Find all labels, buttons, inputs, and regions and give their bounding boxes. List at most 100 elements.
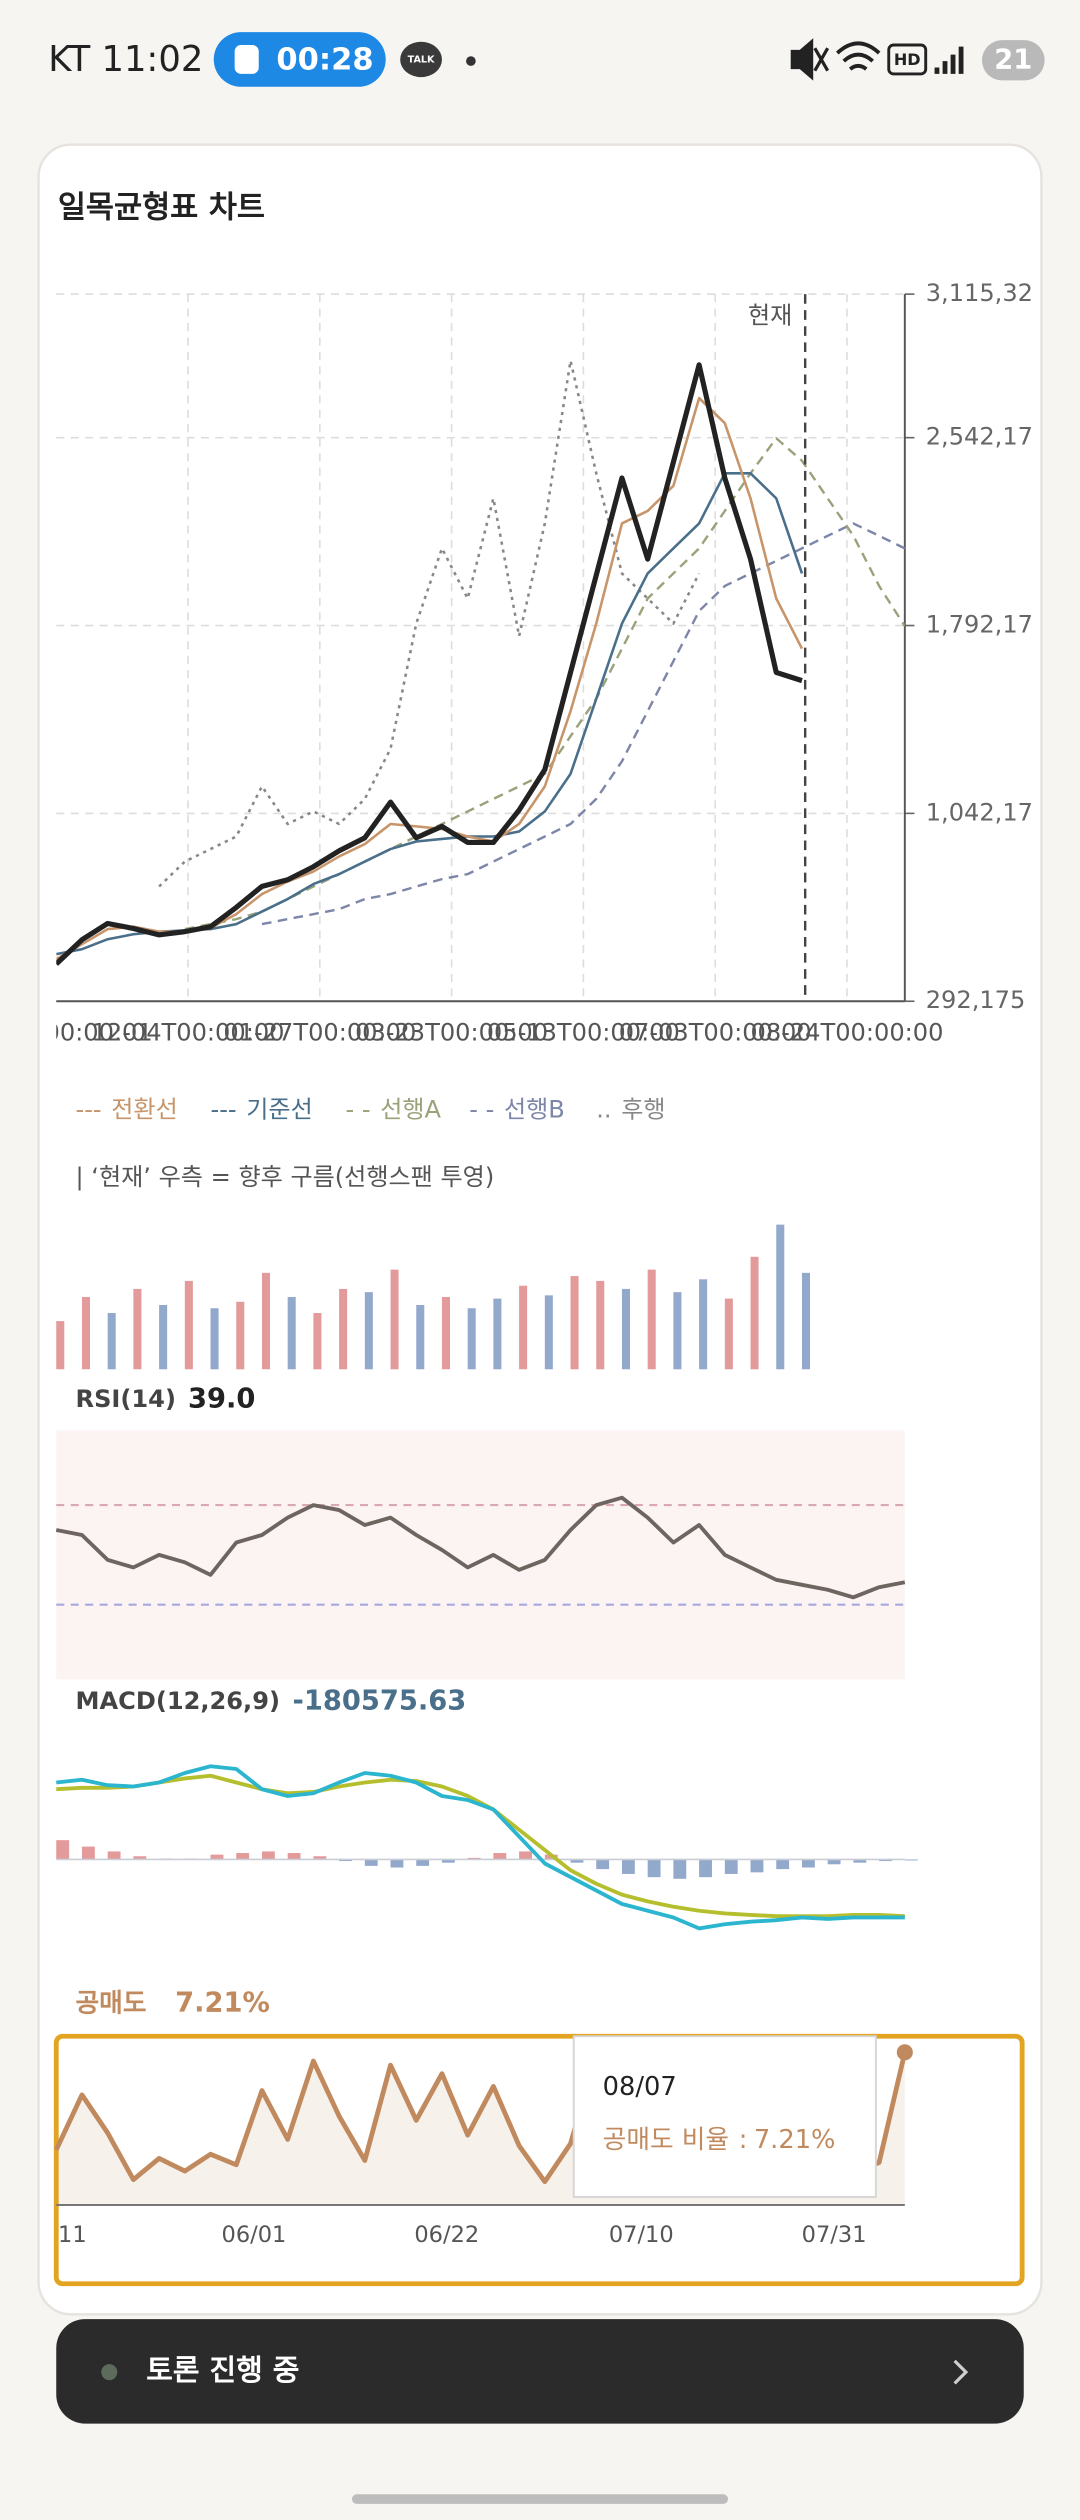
selection-frame [53, 2033, 1025, 2287]
chart-card [37, 143, 1043, 2316]
legend-marker: .. [596, 1096, 611, 1124]
histogram-bar [879, 1859, 892, 1862]
histogram-bar [750, 1859, 764, 1873]
histogram-bar [699, 1859, 712, 1878]
signal-icon [934, 46, 964, 74]
volume-bar [647, 1269, 656, 1370]
x-tick-label: 05-13T00:00:00 [487, 1018, 680, 1046]
histogram-bar [853, 1859, 867, 1863]
hd-text: HD [894, 50, 921, 69]
series-lines [56, 359, 905, 966]
volume-bar [364, 1292, 373, 1370]
talk-icon [400, 41, 442, 78]
tooltip-box [572, 2035, 877, 2198]
y-tick-label: 2,542,17 [926, 423, 1033, 451]
histogram-bar [827, 1859, 841, 1865]
x-tick-label: 07/31 [802, 2222, 867, 2248]
indicator-label: RSI(14) [76, 1385, 176, 1413]
ichimoku-chart: 292,175 1,042,17 1,792,17 2,542,17 3,115,32 1… [0, 279, 1033, 1191]
histogram-bar [441, 1859, 455, 1863]
tooltip-label: 공매도 비율 [603, 2125, 729, 2155]
discussion-label: 토론 진행 중 [146, 2353, 299, 2387]
x-tick-label: 01-27T00:00:00 [223, 1018, 416, 1046]
x-tick-label: 06/22 [414, 2222, 479, 2248]
indicator-label: 공매도 [76, 1989, 147, 2019]
series-line [56, 362, 803, 966]
macd-chart: MACD(12,26,9) -180575.63 [56, 1685, 918, 1931]
y-tick-label: 292,175 [926, 986, 1026, 1014]
histogram-bar [724, 1859, 738, 1874]
highlight-point [896, 2044, 913, 2061]
legend-marker: --- [76, 1096, 102, 1124]
histogram-bar [904, 1859, 918, 1861]
volume-chart [56, 1224, 810, 1370]
volume-bar [107, 1313, 116, 1370]
status-time: KT 11:02 [48, 39, 203, 80]
mute-icon [790, 38, 830, 81]
short-sale-chart: 공매도 7.21% 11 06/01 06/22 07/10 07/31 08/07 공매도 비… [53, 1988, 1025, 2287]
volume-bar [133, 1288, 142, 1370]
volume-bar [210, 1308, 219, 1370]
discussion-bar[interactable] [56, 2319, 1024, 2424]
series-line [158, 359, 701, 888]
histogram-bar [339, 1859, 352, 1862]
volume-bar [56, 1321, 65, 1370]
notification-dot [466, 56, 476, 66]
histogram-bar [236, 1853, 250, 1860]
tooltip-separator: : [739, 2125, 748, 2155]
volume-bar [184, 1280, 193, 1370]
histogram-bar [647, 1859, 661, 1878]
x-tick-label: 08-24T00:00:00 [750, 1018, 943, 1046]
current-label: 현재 [748, 302, 792, 330]
histogram-bar [493, 1853, 507, 1860]
volume-bar [621, 1288, 630, 1370]
volume-bar [467, 1308, 476, 1370]
legend-label: 선행B [504, 1096, 565, 1124]
chevron-icon [953, 2359, 969, 2385]
histogram-bar [621, 1859, 635, 1874]
x-tick-label: 10-11T00:00:01 [0, 1018, 153, 1046]
x-tick-label: 11 [58, 2222, 87, 2248]
battery-level: 21 [994, 45, 1032, 76]
volume-bar [441, 1296, 450, 1370]
volume-bar [159, 1305, 168, 1370]
talk-text: TALK [408, 54, 435, 65]
volume-bar [724, 1298, 733, 1370]
indicator-value: 39.0 [188, 1383, 255, 1414]
volume-bar [493, 1298, 502, 1370]
indicator-value: -180575.63 [293, 1685, 467, 1716]
x-tick-labels: 10-11T00:00:0112-04T00:00:0001-27T00:00:… [0, 1018, 943, 1046]
x-tick-label: 07-03T00:00:00 [619, 1018, 812, 1046]
timer-pill [213, 32, 386, 87]
timer-icon [234, 45, 259, 74]
volume-bar [236, 1301, 245, 1370]
volume-bar [261, 1272, 270, 1370]
volume-bar [390, 1269, 399, 1370]
chart-note: | ‘현재’ 우측 = 향후 구름(선행스팬 투영) [76, 1163, 495, 1191]
histogram-bar [673, 1859, 687, 1879]
volume-bar [673, 1292, 682, 1370]
histogram-bar [801, 1859, 815, 1868]
histogram-bar [107, 1851, 121, 1860]
home-indicator [351, 2494, 729, 2504]
volume-bar [313, 1313, 322, 1370]
volume-bar [339, 1288, 348, 1370]
histogram-bar [81, 1846, 95, 1860]
x-tick-label: 03-23T00:00:00 [355, 1018, 548, 1046]
histogram-bar [261, 1851, 275, 1860]
histogram-bar [390, 1859, 404, 1868]
volume-bar [750, 1256, 759, 1370]
card-title: 일목균형표 차트 [58, 190, 265, 225]
rsi-line [55, 1495, 906, 1600]
histogram-bar [416, 1859, 430, 1866]
hd-box [887, 43, 928, 76]
macd-line [56, 1764, 905, 1931]
legend-label: 기준선 [246, 1096, 313, 1124]
x-tick-label: 07/10 [609, 2222, 674, 2248]
indicator-value: 7.21% [175, 1988, 270, 2019]
volume-bar [570, 1276, 579, 1370]
histogram-bar [570, 1859, 584, 1863]
volume-bar [287, 1296, 296, 1370]
wifi-icon [836, 41, 881, 71]
